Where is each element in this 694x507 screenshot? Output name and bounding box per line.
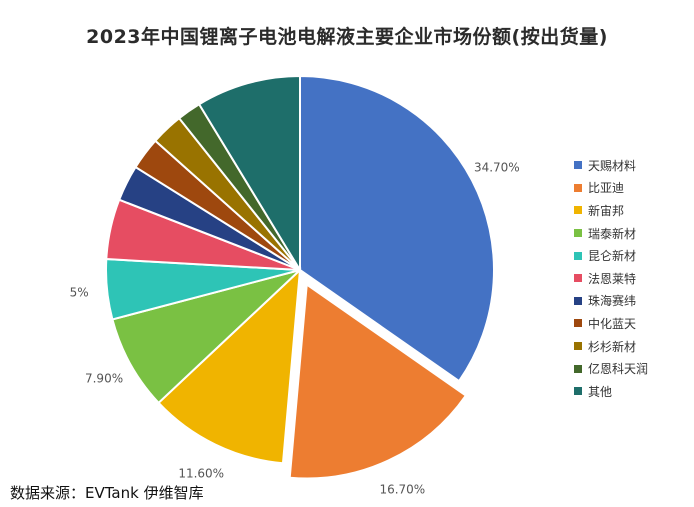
legend-swatch (574, 251, 582, 260)
pie-slice-1 (299, 74, 495, 383)
pie-slice-3 (157, 267, 302, 465)
legend-item: 杉杉新材 (574, 335, 648, 358)
legend-swatch (574, 342, 582, 351)
legend-label: 瑞泰新材 (588, 226, 637, 241)
pie-slice-2 (288, 282, 468, 480)
legend-label: 其他 (588, 384, 613, 399)
legend-item: 亿恩科天润 (574, 357, 648, 380)
legend-label: 杉杉新材 (588, 339, 637, 354)
legend-label: 新宙邦 (588, 203, 625, 218)
legend-swatch (574, 183, 582, 192)
data-source-note: 数据来源：EVTank 伊维智库 (10, 484, 204, 502)
pie-slice-4 (111, 269, 301, 405)
data-label: 16.70% (379, 482, 425, 496)
legend-item: 天赐材料 (574, 154, 648, 177)
legend-label: 昆仑新材 (588, 249, 637, 264)
data-label: 34.70% (474, 160, 520, 174)
legend-swatch (574, 274, 582, 283)
legend-label: 亿恩科天润 (588, 362, 649, 377)
legend-swatch (574, 161, 582, 170)
legend-label: 天赐材料 (588, 158, 637, 173)
legend-item: 法恩莱特 (574, 267, 648, 290)
legend-swatch (574, 206, 582, 215)
legend-item: 比亚迪 (574, 177, 648, 200)
legend-item: 昆仑新材 (574, 244, 648, 267)
legend-swatch (574, 364, 582, 373)
legend-item: 中化蓝天 (574, 312, 648, 335)
chart-title: 2023年中国锂离子电池电解液主要企业市场份额(按出货量) (86, 26, 608, 48)
pie-slice-11 (197, 74, 301, 274)
legend-swatch (574, 319, 582, 328)
legend-label: 比亚迪 (588, 181, 625, 196)
chart-legend: 天赐材料比亚迪新宙邦瑞泰新材昆仑新材法恩莱特珠海赛纬中化蓝天杉杉新材亿恩科天润其… (574, 154, 648, 403)
legend-item: 其他 (574, 380, 648, 403)
legend-swatch (574, 296, 582, 305)
legend-item: 珠海赛纬 (574, 290, 648, 313)
legend-label: 法恩莱特 (588, 271, 637, 286)
legend-item: 新宙邦 (574, 199, 648, 222)
legend-label: 珠海赛纬 (588, 294, 637, 309)
data-label: 5% (70, 285, 89, 299)
legend-swatch (574, 387, 582, 396)
data-label: 7.90% (85, 372, 123, 386)
data-label: 11.60% (178, 466, 224, 480)
legend-item: 瑞泰新材 (574, 222, 648, 245)
legend-label: 中化蓝天 (588, 316, 637, 331)
legend-swatch (574, 229, 582, 238)
